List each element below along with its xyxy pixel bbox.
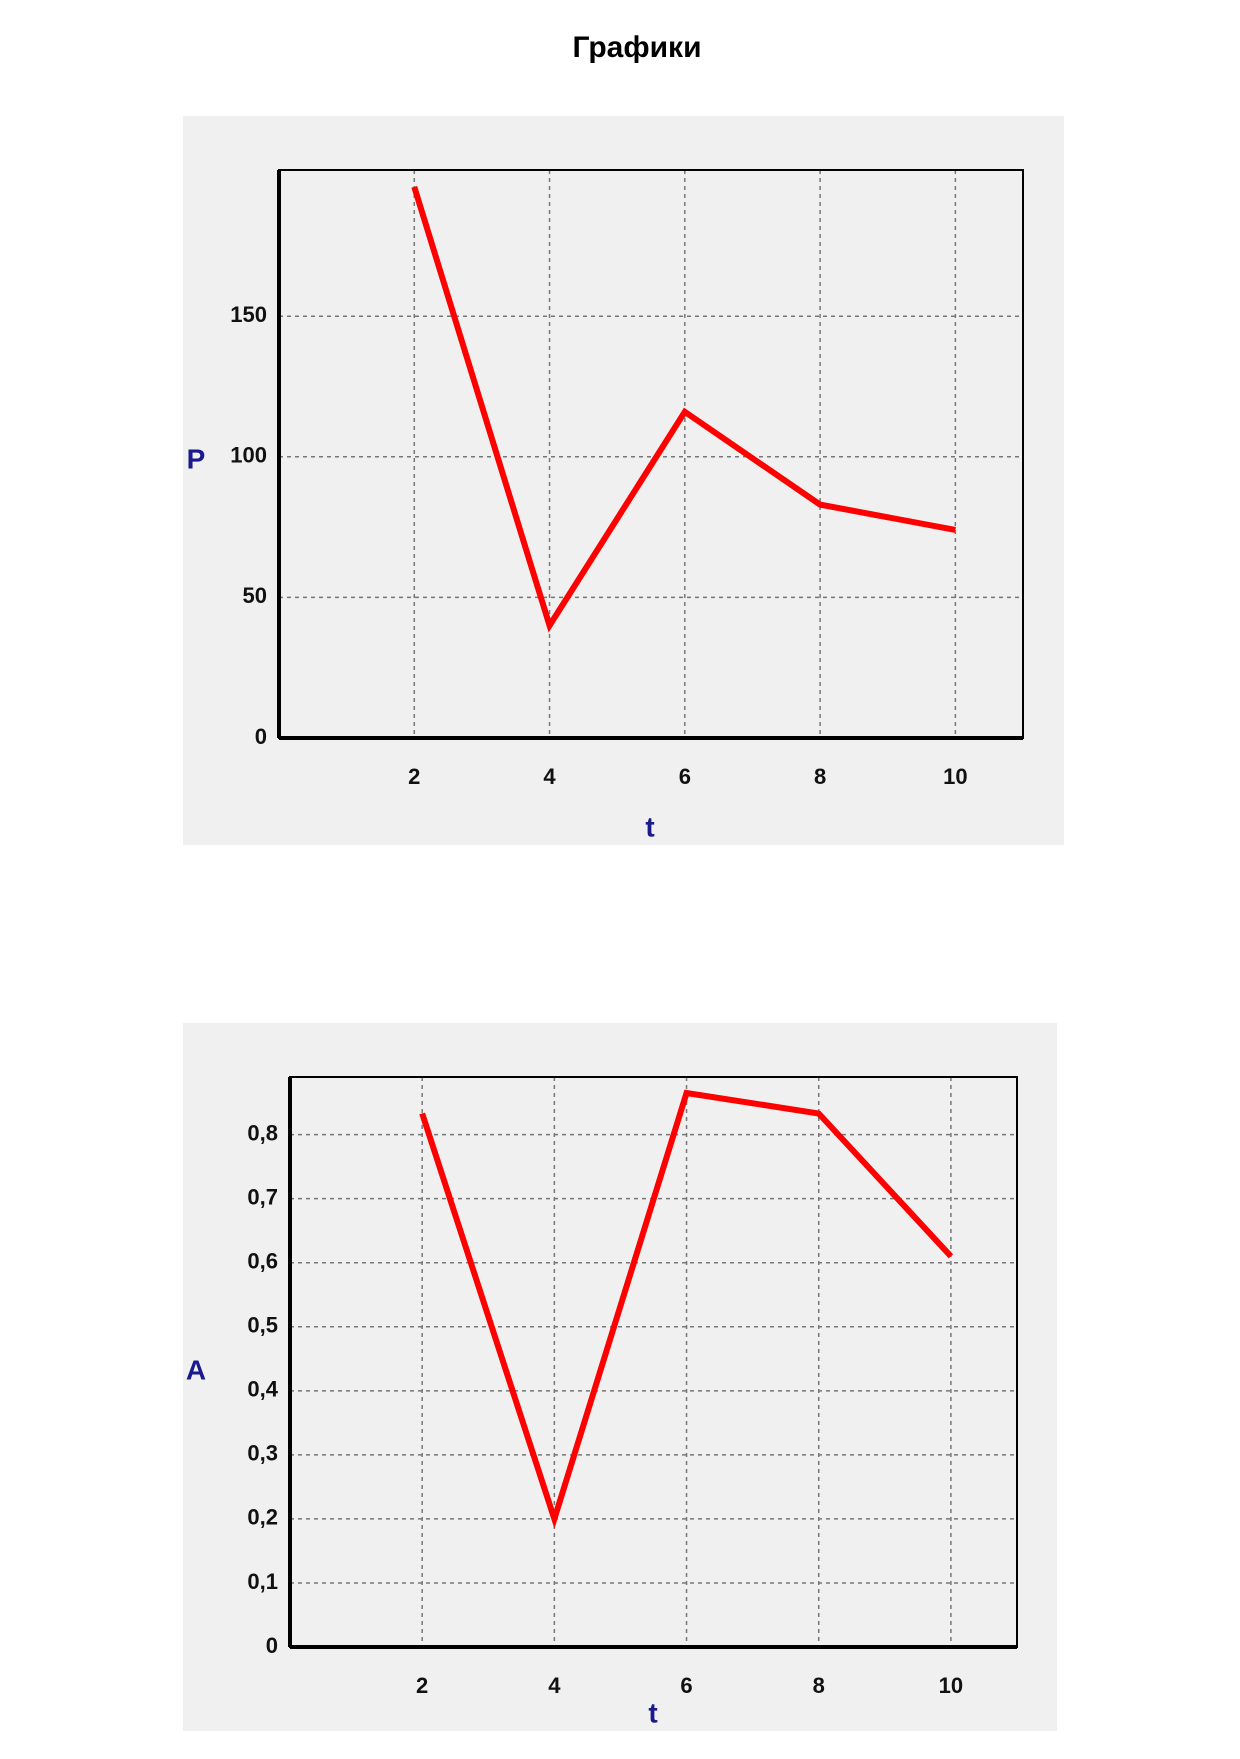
chart-panel [183,1023,1057,1731]
y-tick-label: 0,5 [247,1313,278,1338]
y-axis-label: P [187,443,206,474]
x-tick-label: 4 [543,764,556,789]
y-tick-label: 150 [230,302,267,327]
y-tick-label: 100 [230,443,267,468]
y-tick-label: 0,4 [247,1377,278,1402]
x-tick-label: 4 [548,1673,561,1698]
page-title: Графики [572,31,701,64]
chart-panel [183,116,1064,845]
x-tick-label: 6 [679,764,691,789]
x-tick-label: 8 [814,764,826,789]
y-tick-label: 0 [266,1633,278,1658]
x-tick-label: 10 [943,764,967,789]
x-tick-label: 2 [408,764,420,789]
x-tick-label: 6 [680,1673,692,1698]
y-tick-label: 0,1 [247,1569,278,1594]
y-tick-label: 50 [243,583,267,608]
data-line [411,185,956,633]
y-axis-label: A [186,1354,206,1385]
chart: 0 50 100 150 2 4 6 8 10 Pt [183,116,1064,845]
data-line [419,1089,954,1529]
x-axis-label: t [648,1697,657,1728]
y-tick-label: 0,7 [247,1184,278,1209]
x-tick-label: 2 [416,1673,428,1698]
x-axis-label: t [645,811,654,842]
y-tick-label: 0,3 [247,1441,278,1466]
y-tick-label: 0 [255,724,267,749]
y-tick-label: 0,6 [247,1249,278,1274]
x-tick-label: 10 [939,1673,963,1698]
x-tick-label: 8 [813,1673,825,1698]
y-tick-label: 0,2 [247,1505,278,1530]
y-tick-label: 0,8 [247,1120,278,1145]
chart: 0 0,1 0,2 0,3 0,4 0,5 0,6 0,7 0,8 2 4 6 8 10 At [183,1023,1057,1731]
